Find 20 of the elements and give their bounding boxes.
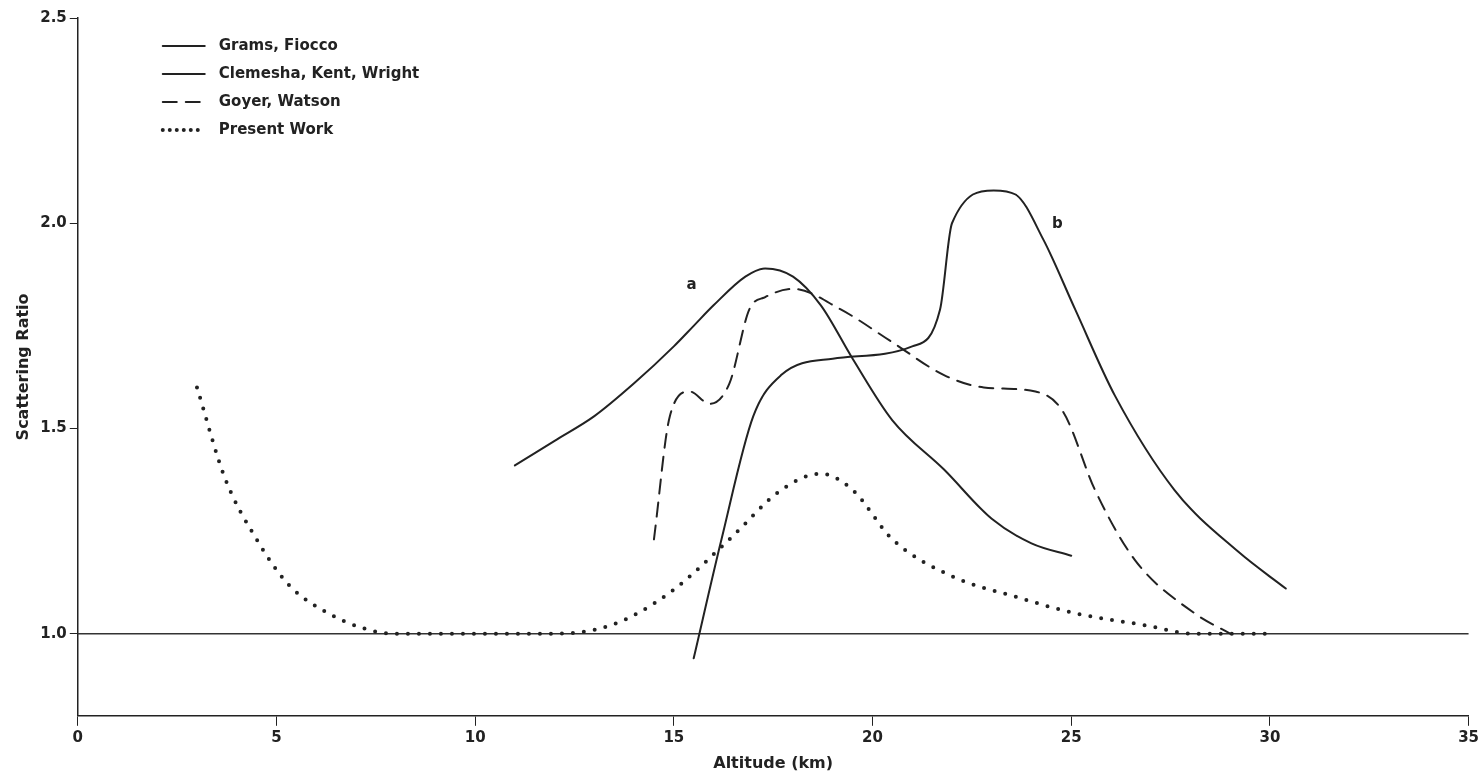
y-axis-title: Scattering Ratio	[12, 293, 32, 441]
y-tick-label: 1.5	[40, 418, 67, 437]
x-tick-label: 10	[464, 727, 486, 746]
x-tick-label: 30	[1259, 727, 1281, 746]
annotation: b	[1052, 213, 1063, 232]
annotation: a	[686, 275, 697, 294]
x-tick-label: 0	[72, 727, 83, 746]
legend-label: Clemesha, Kent, Wright	[218, 63, 420, 82]
x-tick-label: 35	[1458, 727, 1479, 746]
x-tick-label: 5	[271, 727, 282, 746]
x-tick-label: 20	[862, 727, 883, 746]
legend-label: Grams, Fiocco	[218, 35, 338, 54]
legend-label: Present Work	[218, 119, 335, 138]
y-tick-label: 2.5	[40, 7, 67, 26]
legend-label: Goyer, Watson	[218, 91, 341, 110]
x-tick-label: 25	[1060, 727, 1082, 746]
y-tick-label: 1.0	[40, 623, 67, 642]
y-tick-label: 2.0	[40, 213, 67, 232]
x-axis-title: Altitude (km)	[713, 752, 834, 772]
x-tick-label: 15	[663, 727, 685, 746]
